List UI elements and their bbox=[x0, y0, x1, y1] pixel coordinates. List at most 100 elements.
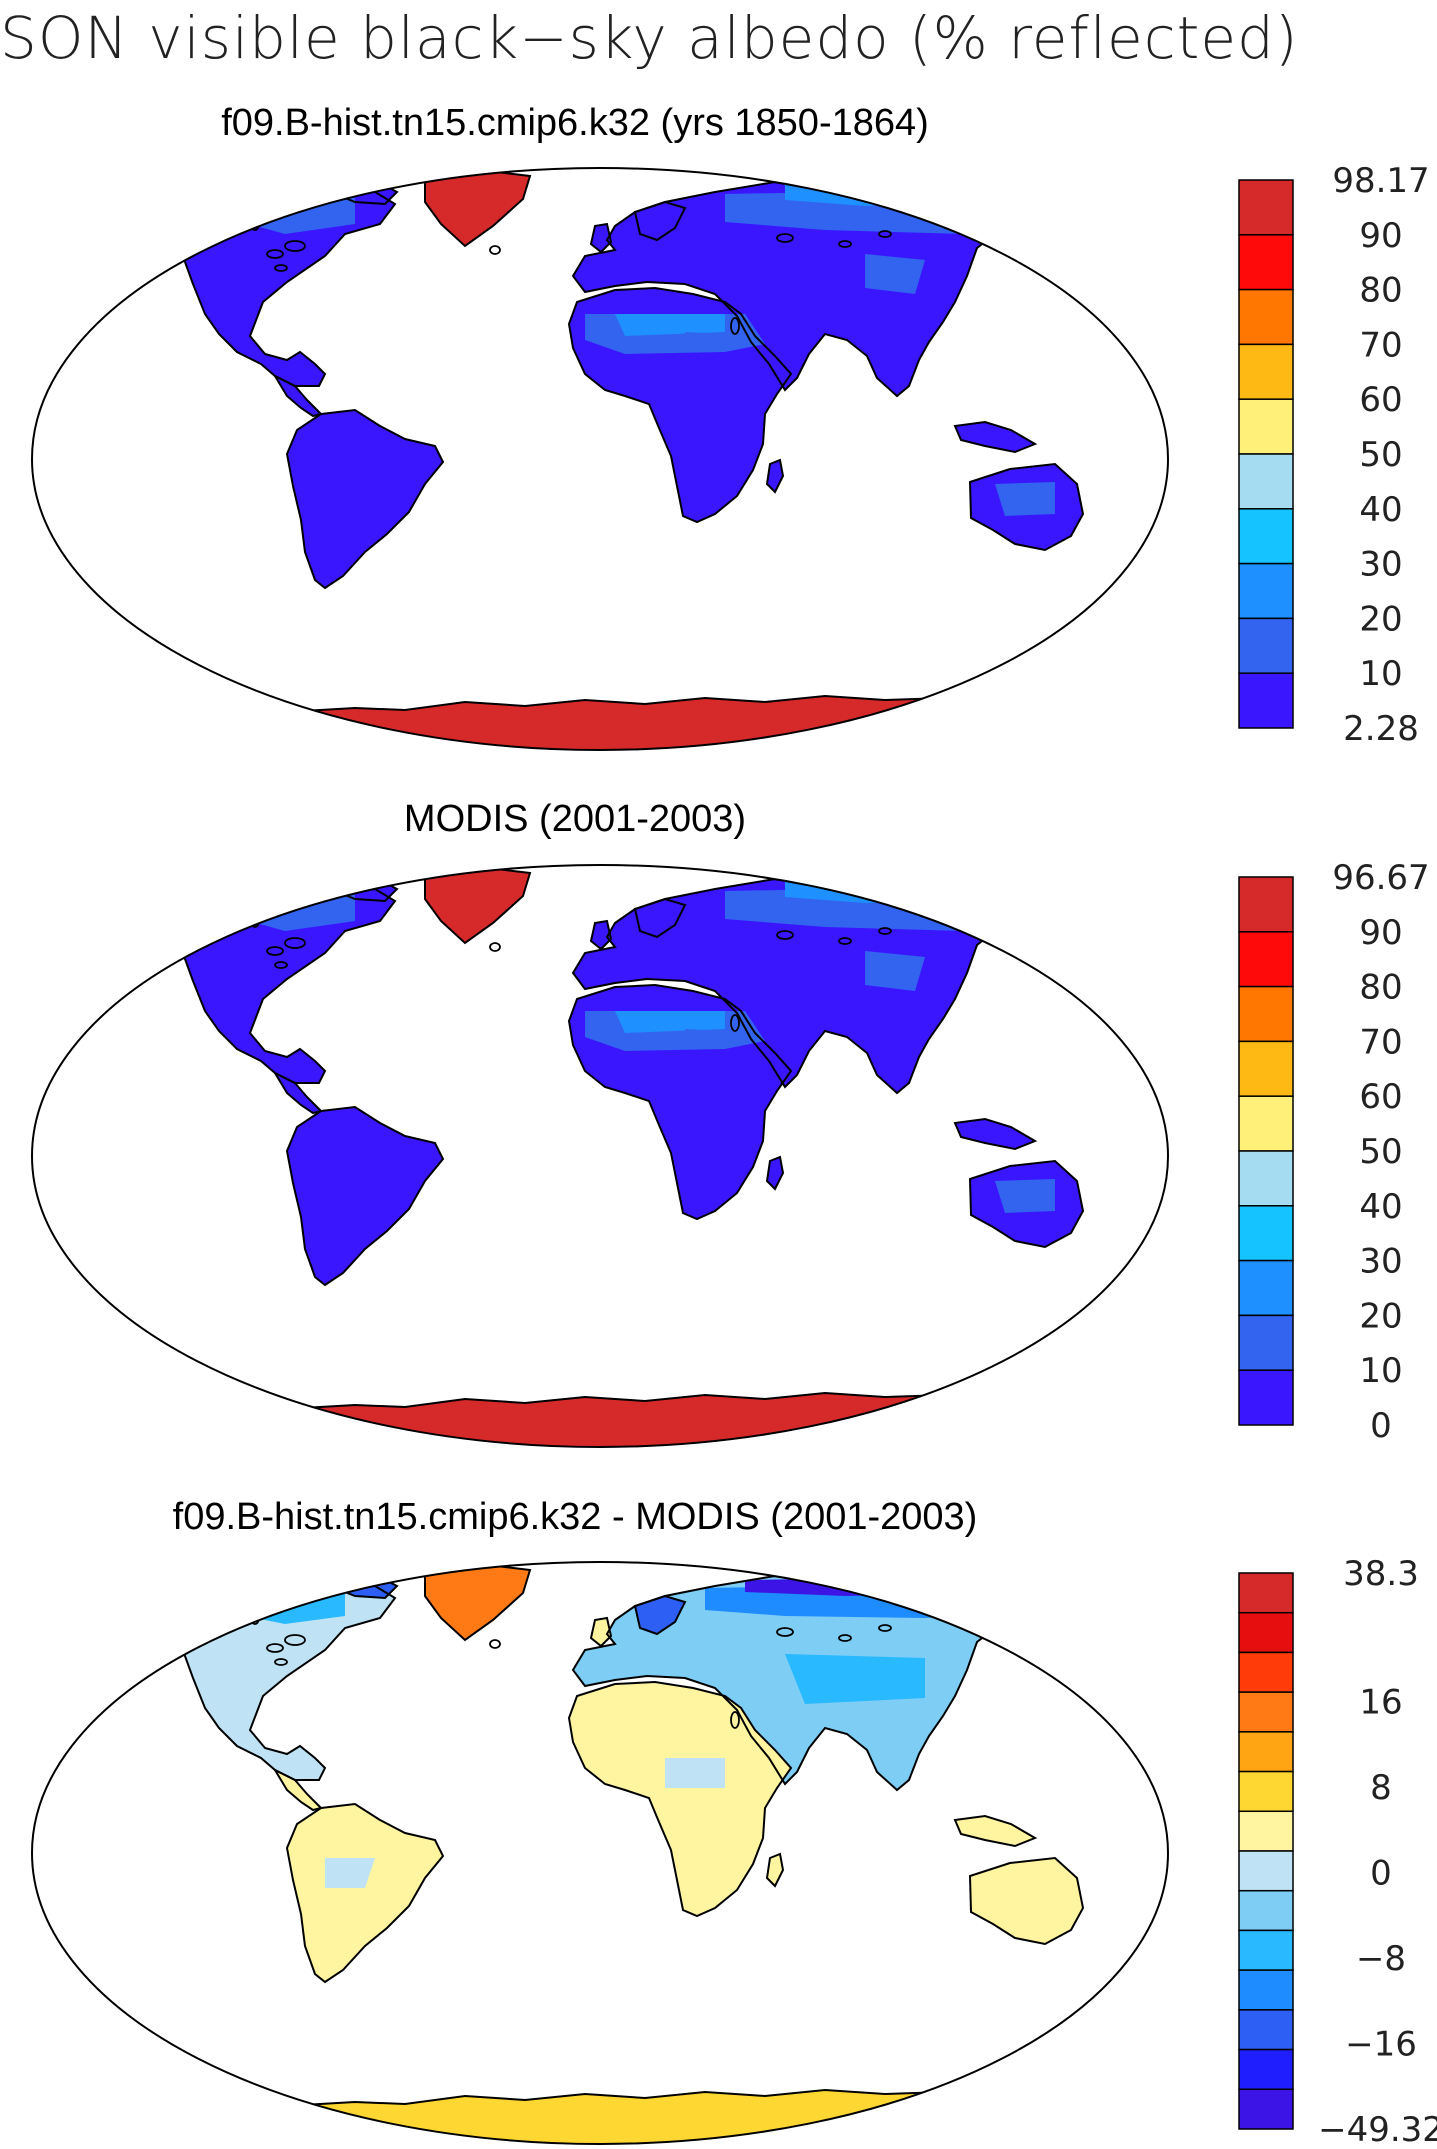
map-border bbox=[31, 864, 1169, 1448]
colorbar-tick-label: 70 bbox=[1359, 1022, 1402, 1062]
coastline-antarctica bbox=[231, 2088, 1013, 2144]
coastline-australia bbox=[968, 1159, 1085, 1249]
colorbar-swatch bbox=[1238, 1611, 1294, 1654]
lake bbox=[284, 240, 306, 252]
colorbar-swatch bbox=[1238, 1095, 1294, 1152]
coastline-britain bbox=[589, 222, 613, 254]
region-sahel bbox=[685, 332, 725, 348]
land-britain bbox=[591, 1618, 611, 1646]
region-arctic-canada bbox=[285, 180, 345, 200]
lake bbox=[489, 245, 501, 255]
land-australia bbox=[970, 1858, 1083, 1944]
colorbar-swatch bbox=[1238, 234, 1294, 291]
colorbar-tick-label: 80 bbox=[1359, 968, 1402, 1008]
lake bbox=[266, 946, 284, 956]
colorbar-swatch bbox=[1238, 1259, 1294, 1317]
colorbar-tick-label: 80 bbox=[1359, 271, 1402, 311]
figure-title: SON visible black−sky albedo (% reflecte… bbox=[0, 4, 1299, 72]
colorbar-tick-label: 8 bbox=[1370, 1768, 1392, 1808]
lake bbox=[838, 240, 852, 248]
coastline-scandinavia bbox=[633, 1594, 687, 1636]
coastline-southAmerica bbox=[285, 1105, 445, 1287]
colorbar-tick-label: 90 bbox=[1359, 216, 1402, 256]
land-britain bbox=[591, 921, 611, 949]
colorbar-swatch bbox=[1238, 1369, 1294, 1426]
coastline-seAsiaIslands bbox=[953, 1814, 1038, 1848]
region-diff-central-asia bbox=[785, 1654, 925, 1704]
coastline-madagascar bbox=[765, 1155, 785, 1191]
colorbar-swatch bbox=[1238, 1929, 1294, 1971]
panel-2-title: MODIS (2001-2003) bbox=[403, 798, 747, 840]
land-greenland bbox=[425, 1564, 530, 1640]
colorbar-tick-label: 10 bbox=[1359, 1351, 1402, 1391]
lake bbox=[730, 1014, 740, 1032]
colorbar-tick-label: 20 bbox=[1359, 599, 1402, 639]
colorbar-swatch bbox=[1238, 562, 1294, 620]
colorbar-swatch bbox=[1238, 617, 1294, 674]
colorbar-swatch bbox=[1238, 985, 1294, 1043]
lake bbox=[878, 1624, 892, 1632]
region-siberia bbox=[785, 877, 1005, 903]
map-panel-3 bbox=[31, 1561, 1169, 2145]
colorbar-tick-label: −49.32 bbox=[1318, 2110, 1437, 2149]
region-siberia bbox=[785, 180, 1005, 206]
coastline-antarctica bbox=[231, 1391, 1013, 1447]
land-scandinavia bbox=[635, 1596, 685, 1634]
land-africa bbox=[569, 1682, 791, 1916]
region-tibet bbox=[865, 254, 925, 294]
lake bbox=[776, 1627, 794, 1637]
colorbar-swatch bbox=[1238, 179, 1294, 236]
lake bbox=[284, 937, 306, 949]
region-arctic-canada bbox=[285, 877, 345, 897]
land-centralAmerica bbox=[275, 376, 321, 416]
colorbar-tick-label: 40 bbox=[1359, 490, 1402, 530]
colorbar-swatch bbox=[1238, 1691, 1294, 1733]
lake bbox=[838, 937, 852, 945]
colorbar-swatch bbox=[1238, 2048, 1294, 2091]
coastline-scandinavia bbox=[633, 897, 687, 939]
lake bbox=[776, 930, 794, 940]
colorbar-tick-label: 98.17 bbox=[1332, 161, 1429, 201]
colorbar-swatch bbox=[1238, 1731, 1294, 1773]
colorbar-tick-label: 0 bbox=[1370, 1853, 1392, 1893]
colorbar-swatch bbox=[1238, 1150, 1294, 1207]
colorbar-swatch bbox=[1238, 1969, 1294, 2011]
colorbar-tick-label: −8 bbox=[1356, 1939, 1406, 1979]
land-centralAmerica bbox=[275, 1073, 321, 1113]
coastline-madagascar bbox=[765, 458, 785, 494]
lake bbox=[776, 233, 794, 243]
lake bbox=[730, 317, 740, 335]
land-centralAmerica bbox=[275, 1770, 321, 1810]
land-greenland bbox=[425, 170, 530, 246]
colorbar-swatch bbox=[1238, 1572, 1294, 1614]
coastline-africa bbox=[567, 1680, 793, 1918]
map-panel-1 bbox=[31, 167, 1169, 751]
panel-3-title: f09.B-hist.tn15.cmip6.k32 - MODIS (2001-… bbox=[172, 1496, 978, 1538]
colorbar-swatch bbox=[1238, 2009, 1294, 2051]
lake bbox=[266, 1643, 284, 1653]
colorbar-tick-label: 2.28 bbox=[1343, 709, 1419, 749]
colorbar-swatch bbox=[1238, 453, 1294, 510]
colorbar-2: 96.67 90 80 70 60 50 40 30 20 10 0 bbox=[1238, 858, 1430, 1446]
colorbar-tick-label: 60 bbox=[1359, 1077, 1402, 1117]
colorbar-swatch bbox=[1238, 931, 1294, 988]
lake bbox=[838, 1634, 852, 1642]
colorbar-tick-label: 10 bbox=[1359, 654, 1402, 694]
lake bbox=[266, 249, 284, 259]
land-southAmerica bbox=[287, 1107, 443, 1285]
colorbar-tick-label: 30 bbox=[1359, 1242, 1402, 1282]
colorbar-tick-label: 30 bbox=[1359, 545, 1402, 585]
panel-1-title: f09.B-hist.tn15.cmip6.k32 (yrs 1850-1864… bbox=[221, 102, 929, 144]
coastline-scandinavia bbox=[633, 200, 687, 242]
region-australia-interior bbox=[995, 1179, 1055, 1213]
region-tibet bbox=[865, 951, 925, 991]
colorbar-tick-label: 50 bbox=[1359, 1132, 1402, 1172]
colorbar-tick-label: 70 bbox=[1359, 325, 1402, 365]
colorbar-swatch bbox=[1238, 1850, 1294, 1892]
land-scandinavia bbox=[635, 899, 685, 937]
colorbar-tick-label: 38.3 bbox=[1343, 1554, 1419, 1594]
land-britain bbox=[591, 224, 611, 252]
colorbar-tick-label: 96.67 bbox=[1332, 858, 1429, 898]
colorbar-swatch bbox=[1238, 1651, 1294, 1693]
colorbar-tick-label: 60 bbox=[1359, 380, 1402, 420]
